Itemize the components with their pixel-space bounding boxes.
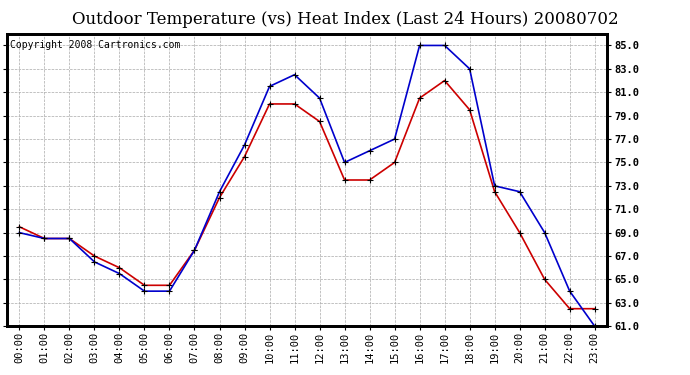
Text: Outdoor Temperature (vs) Heat Index (Last 24 Hours) 20080702: Outdoor Temperature (vs) Heat Index (Las…: [72, 11, 618, 28]
Text: Copyright 2008 Cartronics.com: Copyright 2008 Cartronics.com: [10, 40, 180, 50]
